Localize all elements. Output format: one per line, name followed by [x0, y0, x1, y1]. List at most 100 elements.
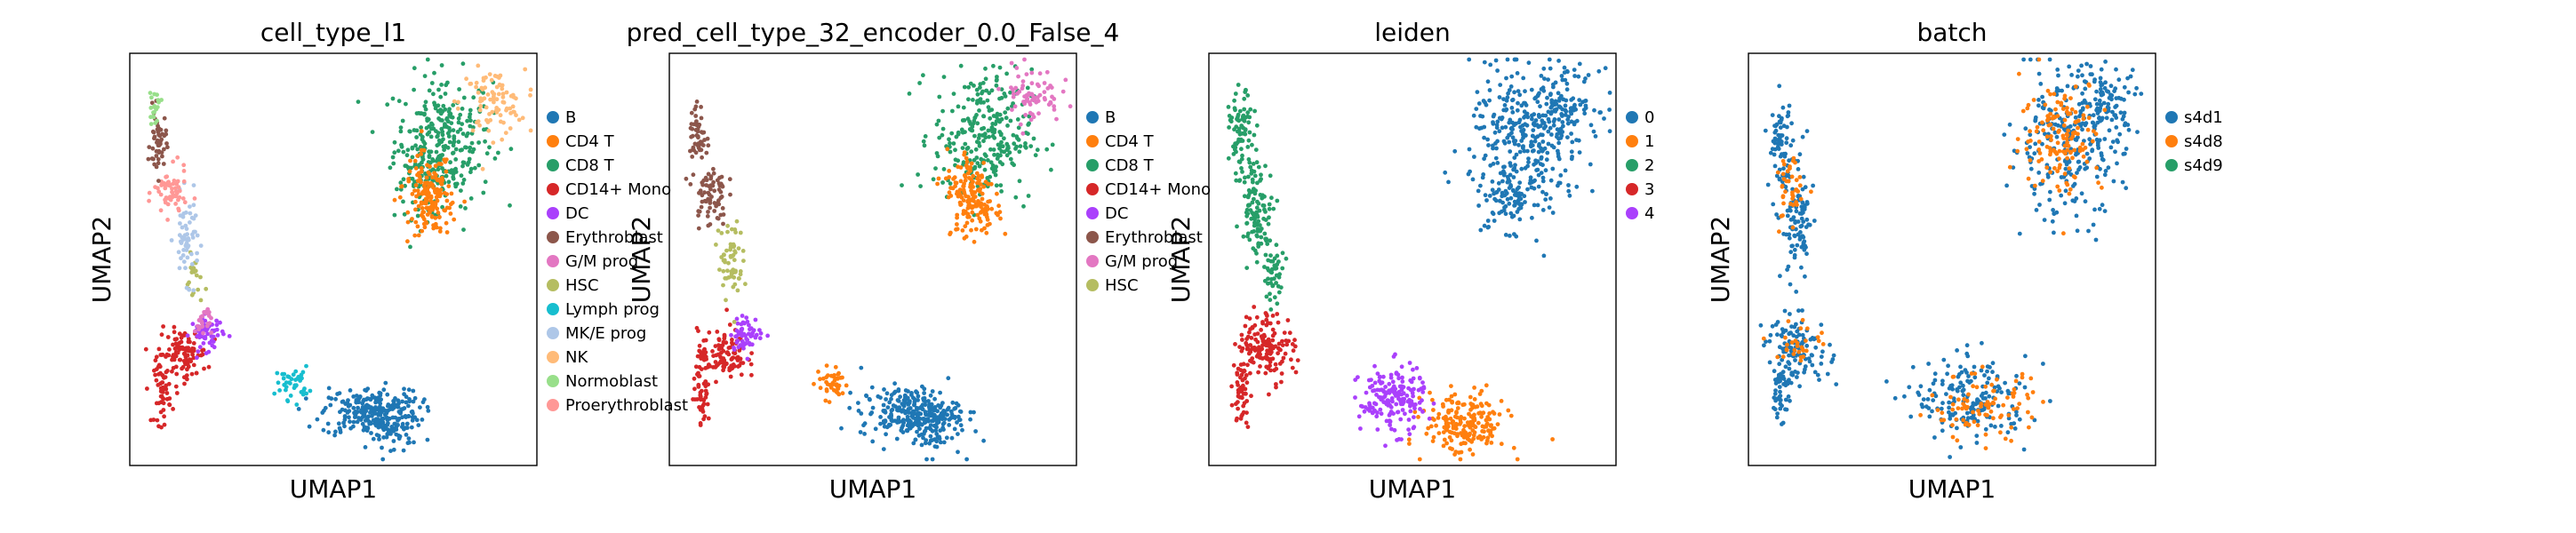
data-point: [435, 143, 440, 148]
data-point: [494, 84, 500, 90]
data-point: [409, 425, 414, 430]
legend-item: CD8 T: [547, 156, 615, 175]
data-point: [420, 160, 424, 165]
data-point: [2093, 131, 2099, 137]
data-point: [1249, 216, 1254, 221]
data-point: [1246, 157, 1252, 162]
data-point: [469, 140, 475, 146]
data-point: [1918, 412, 1924, 418]
data-point: [369, 431, 373, 435]
data-point: [1280, 343, 1285, 347]
data-point: [1400, 375, 1404, 380]
data-point: [170, 190, 175, 195]
data-point: [996, 152, 1000, 157]
data-point: [2068, 96, 2073, 100]
data-point: [468, 123, 473, 129]
data-point: [1390, 379, 1396, 385]
data-point: [1236, 406, 1240, 411]
data-point: [444, 220, 449, 226]
data-point: [1363, 405, 1368, 410]
data-point: [1491, 146, 1495, 151]
data-point: [428, 149, 434, 155]
data-point: [1515, 210, 1520, 214]
data-point: [419, 147, 424, 153]
data-point: [1565, 121, 1571, 126]
data-point: [1044, 69, 1050, 75]
data-point: [360, 405, 365, 410]
data-point: [951, 177, 956, 181]
data-point: [960, 228, 965, 233]
data-point: [150, 129, 156, 134]
data-point: [706, 143, 711, 148]
data-point: [702, 352, 708, 357]
data-point: [424, 175, 429, 180]
data-point: [423, 107, 428, 112]
data-point: [392, 421, 397, 426]
data-point: [183, 223, 188, 228]
data-point: [1515, 71, 1520, 76]
data-point: [411, 399, 416, 404]
data-point: [986, 105, 991, 110]
data-point: [1787, 103, 1792, 108]
data-point: [1536, 172, 1541, 178]
data-point: [1784, 232, 1788, 237]
data-point: [1260, 336, 1265, 341]
data-point: [1028, 110, 1033, 115]
data-point: [1519, 139, 1524, 143]
data-point: [932, 396, 937, 402]
data-point: [476, 63, 481, 68]
data-point: [450, 200, 455, 205]
data-point: [972, 239, 977, 244]
legend-item: MK/E prog: [547, 324, 646, 343]
data-point: [386, 431, 391, 435]
data-point: [698, 397, 703, 402]
data-point: [191, 355, 196, 361]
data-point: [1770, 147, 1775, 152]
data-point: [1999, 424, 2004, 428]
data-point: [1466, 423, 1470, 427]
data-point: [326, 430, 332, 435]
data-point: [451, 143, 456, 148]
data-point: [916, 394, 921, 399]
data-point: [954, 134, 959, 139]
data-point: [957, 409, 963, 414]
data-point: [886, 424, 892, 428]
data-point: [1514, 169, 1519, 174]
data-point: [1272, 295, 1277, 300]
data-point: [989, 127, 995, 132]
data-point: [1468, 394, 1473, 400]
data-point: [487, 72, 492, 76]
data-point: [969, 227, 973, 233]
data-point: [2042, 218, 2047, 223]
data-point: [994, 115, 999, 120]
data-point: [423, 199, 428, 204]
data-point: [1565, 117, 1571, 123]
data-point: [722, 332, 727, 338]
data-point: [372, 411, 377, 416]
data-point: [458, 204, 463, 209]
data-point: [878, 395, 883, 400]
data-point: [1446, 410, 1451, 415]
data-point: [2083, 86, 2088, 91]
data-point: [969, 161, 974, 166]
data-point: [1388, 372, 1394, 378]
data-point: [182, 200, 188, 205]
data-point: [1411, 376, 1416, 381]
data-point: [708, 198, 713, 203]
data-point: [514, 113, 518, 118]
legend-marker: [1086, 135, 1099, 147]
data-point: [1566, 188, 1572, 194]
data-point: [2054, 151, 2060, 156]
data-point: [164, 391, 170, 395]
data-point: [824, 363, 829, 368]
data-point: [703, 379, 708, 384]
data-point: [389, 404, 395, 410]
data-point: [922, 391, 926, 395]
data-point: [995, 77, 999, 83]
data-point: [840, 391, 845, 396]
data-point: [1983, 432, 1988, 437]
data-point: [1467, 57, 1472, 62]
data-point: [2053, 107, 2058, 112]
data-point: [1964, 370, 1969, 375]
data-point: [1396, 376, 1401, 381]
